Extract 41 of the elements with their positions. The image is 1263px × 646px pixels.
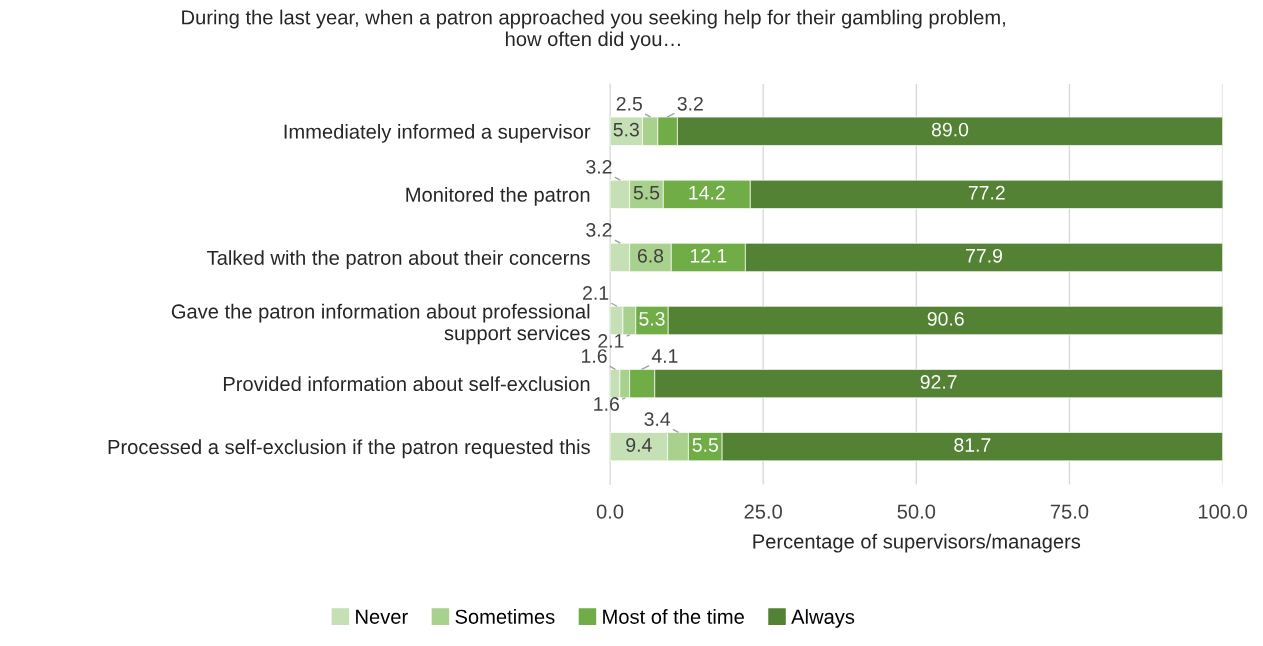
data-label: 5.3 — [613, 122, 639, 137]
data-label: 92.7 — [920, 375, 957, 389]
data-label: 2.1 — [583, 286, 609, 300]
data-label: 77.9 — [966, 248, 1002, 263]
y-tick-label: Gave the patron information about professional support services — [171, 303, 590, 345]
y-tick-label: Processed a self-exclusion if the patron requested this — [108, 439, 590, 459]
data-label: 12.1 — [690, 248, 727, 263]
data-label: 1.6 — [582, 349, 607, 363]
data-label: 4.1 — [651, 349, 678, 363]
data-label: 3.2 — [586, 223, 612, 237]
data-label: 89.0 — [931, 122, 969, 137]
y-tick-label: Immediately informed a supervisor — [284, 123, 591, 143]
data-label: 14.2 — [689, 185, 725, 200]
x-tick-label: 25.0 — [744, 504, 782, 519]
data-label: 5.5 — [692, 438, 718, 452]
data-label: 77.2 — [968, 185, 1005, 200]
x-tick-label: 0.0 — [596, 504, 624, 519]
data-label: 90.6 — [927, 311, 964, 326]
data-label: 3.2 — [677, 96, 703, 111]
y-tick-label: Provided information about self-exclusion — [223, 376, 590, 392]
y-tick-label: Monitored the patron — [406, 187, 590, 206]
data-label: 1.6 — [594, 397, 619, 411]
data-label: 9.4 — [626, 438, 652, 452]
legend-label: Sometimes — [455, 609, 555, 624]
data-label: 2.5 — [616, 96, 642, 111]
x-tick-label: 50.0 — [897, 504, 936, 519]
y-tick-label: Talked with the patron about their concerns — [207, 250, 590, 269]
x-axis-title: Percentage of supervisors/managers — [753, 533, 1081, 553]
data-label: 6.8 — [637, 248, 664, 263]
x-tick-label: 75.0 — [1050, 504, 1089, 519]
chart-title: During the last year, when a patron approached you seeking help for their gambling problem, how often did you… — [182, 9, 1005, 51]
data-label: 3.4 — [644, 412, 671, 427]
data-label: 5.3 — [639, 311, 665, 326]
data-label: 3.2 — [586, 159, 612, 174]
legend-label: Always — [791, 609, 855, 628]
legend-label: Most of the time — [603, 609, 744, 624]
legend-label: Never — [356, 609, 408, 624]
data-label: 2.1 — [598, 334, 624, 348]
data-label: 5.5 — [633, 186, 660, 200]
x-tick-label: 100.0 — [1198, 504, 1247, 519]
data-label: 81.7 — [954, 438, 991, 452]
